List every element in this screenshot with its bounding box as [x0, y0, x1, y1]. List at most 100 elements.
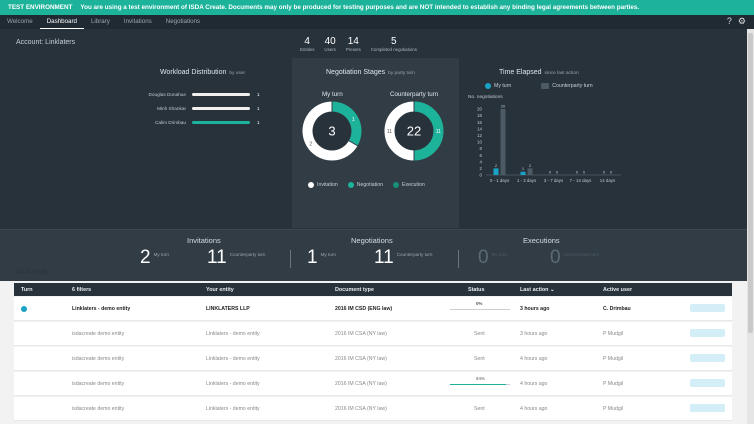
time-legend: My turn Counterparty turn — [485, 83, 593, 89]
progress-percent: 94% — [476, 376, 485, 381]
cell-filter: Linklaters - demo entity — [72, 306, 131, 312]
cell-entity: Linklaters - demo entity — [206, 331, 260, 337]
cell-document-type: 2016 IM CSA (NY law) — [335, 331, 387, 337]
table-row[interactable]: isdacreate demo entity Linklaters - demo … — [14, 372, 732, 396]
divider — [458, 250, 459, 268]
activity-table-header: Turn 6 filters Your entity Document type… — [14, 283, 732, 296]
bar-value-label: 0 — [549, 170, 552, 175]
x-tick-label: 14 days — [600, 178, 616, 183]
y-tick-label: 12 — [477, 133, 482, 138]
open-button[interactable] — [690, 304, 725, 312]
col-document-type[interactable]: Document type — [335, 287, 374, 293]
banner-tag: TEST ENVIRONMENT — [8, 4, 73, 11]
donut-charts: 1 2 3 11 11 22 — [301, 100, 445, 162]
open-button[interactable] — [690, 329, 725, 337]
tab-negotiations[interactable]: Negotiations — [165, 18, 201, 25]
all-activity-title: All Activity — [16, 267, 50, 276]
bar-value-label: 1 — [522, 166, 525, 171]
scrollbar-thumb[interactable] — [748, 33, 753, 333]
bar-value-label: 0 — [610, 170, 613, 175]
stat-users: 40 Users — [324, 36, 336, 52]
stat-presets: 14 Presets — [345, 36, 361, 52]
table-row[interactable]: Linklaters - demo entity LINKLATERS LLP 20… — [14, 297, 732, 321]
table-row[interactable]: isdacreate demo entity Linklaters - demo … — [14, 322, 732, 346]
y-tick-label: 16 — [477, 120, 482, 125]
executions-my-turn: 0 My turn — [478, 247, 507, 268]
open-button[interactable] — [690, 404, 725, 412]
col-last-action[interactable]: Last action ⌄ — [520, 287, 555, 293]
y-tick-label: 14 — [477, 126, 482, 131]
open-button[interactable] — [690, 379, 725, 387]
legend-dot-negotiation — [347, 182, 354, 188]
cell-status: Sent — [474, 406, 485, 412]
cell-filter: isdacreate demo entity — [72, 356, 125, 362]
tab-welcome[interactable]: Welcome — [7, 18, 33, 25]
bar-value-label: 20 — [501, 104, 506, 109]
chart-bar[interactable] — [500, 109, 506, 175]
executions-title: Executions — [523, 236, 560, 245]
col-filters[interactable]: 6 filters — [72, 287, 92, 293]
table-row[interactable]: isdacreate demo entity Linklaters - demo … — [14, 397, 732, 421]
invitations-counterparty-turn[interactable]: 11 Counterparty turn — [207, 247, 266, 268]
col-turn[interactable]: Turn — [21, 287, 33, 293]
y-axis-label: No. negotiations — [468, 95, 503, 100]
donut-total: 3 — [328, 124, 335, 139]
cell-document-type: 2016 IM CSA (NY law) — [335, 356, 387, 362]
cell-document-type: 2016 IM CSD (ENG law) — [335, 306, 393, 312]
y-tick-label: 8 — [480, 146, 483, 151]
tab-invitations[interactable]: Invitations — [123, 18, 152, 25]
col-status[interactable]: Status — [468, 287, 485, 293]
negotiation-stages-title: Negotiation Stages by party turn — [326, 69, 415, 76]
gear-icon[interactable]: ⚙ — [737, 16, 746, 26]
col-active-user[interactable]: Active user — [603, 287, 633, 293]
executions-counterparty-turn: 0 Counterparty turn — [550, 247, 600, 268]
workload-row[interactable]: Minh Shankar 1 — [157, 106, 260, 111]
cell-filter: isdacreate demo entity — [72, 331, 125, 337]
my-turn-label: My turn — [322, 91, 343, 98]
donut-hole — [313, 112, 351, 150]
table-row[interactable]: isdacreate demo entity Linklaters - demo … — [14, 347, 732, 371]
cell-document-type: 2016 IM CSA (NY law) — [335, 406, 387, 412]
cell-active-user: P Mudgil — [603, 356, 624, 362]
tab-dashboard[interactable]: Dashboard — [39, 15, 84, 29]
my-turn-indicator — [21, 306, 27, 312]
negotiations-counterparty-turn[interactable]: 11 Counterparty turn — [374, 247, 433, 268]
negotiations-title: Negotiations — [351, 236, 393, 245]
x-tick-label: 1 - 3 days — [517, 178, 537, 183]
workload-bar — [192, 93, 250, 96]
dashboard-summary: Account: Linklaters 4 Entities 40 Users 14… — [0, 29, 754, 281]
invitations-title: Invitations — [187, 236, 221, 245]
chart-bar[interactable] — [520, 171, 526, 175]
account-name: Account: Linklaters — [16, 39, 76, 46]
bar-value-label: 0 — [556, 170, 559, 175]
cell-filter: isdacreate demo entity — [72, 381, 125, 387]
cell-last-action: 4 hours ago — [520, 381, 548, 387]
cell-active-user: P Mudgil — [603, 381, 624, 387]
workload-row[interactable]: Calim Drimbau 1 — [155, 120, 260, 125]
banner-message: You are using a test environment of ISDA… — [80, 4, 640, 11]
x-tick-label: 7 - 14 days — [570, 178, 593, 183]
donut-hole — [395, 112, 433, 150]
bar-value-label: 0 — [603, 170, 606, 175]
chart-bar[interactable] — [493, 168, 499, 175]
legend-dot-invitation — [308, 182, 314, 188]
donut-slice-label: 11 — [436, 129, 441, 135]
col-entity[interactable]: Your entity — [206, 287, 234, 293]
chart-bar[interactable] — [527, 168, 533, 175]
help-icon[interactable]: ? — [726, 16, 732, 26]
x-tick-label: 0 - 1 days — [490, 178, 510, 183]
negotiations-my-turn[interactable]: 1 My turn — [307, 247, 336, 268]
progress-bar — [450, 384, 510, 385]
workload-bar — [192, 107, 250, 110]
tab-library[interactable]: Library — [90, 18, 110, 25]
invitations-my-turn[interactable]: 2 My turn — [140, 247, 169, 268]
stat-entities: 4 Entities — [300, 36, 315, 52]
cell-entity: LINKLATERS LLP — [206, 306, 250, 312]
workload-row[interactable]: Douglas Donahue 1 — [148, 92, 260, 97]
cell-active-user: P Mudgil — [603, 331, 624, 337]
open-button[interactable] — [690, 354, 725, 362]
page-scrollbar[interactable] — [747, 29, 754, 424]
cell-entity: Linklaters - demo entity — [206, 406, 260, 412]
bar-value-label: 0 — [576, 170, 579, 175]
